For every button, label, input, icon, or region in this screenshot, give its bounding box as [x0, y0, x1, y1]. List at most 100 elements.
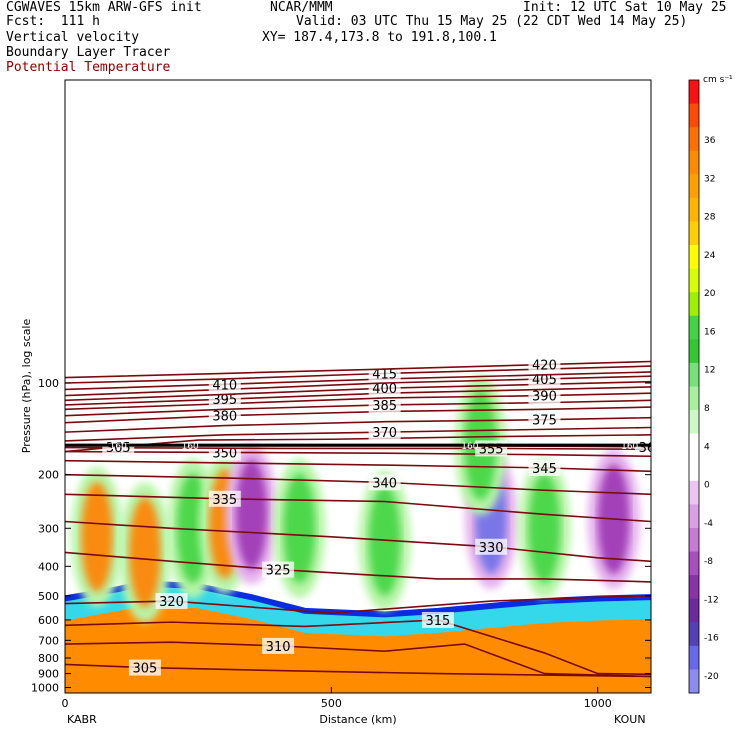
y-tick-label: 100 — [38, 377, 59, 390]
y-tick-label: 700 — [38, 634, 59, 647]
theta-label: 320 — [159, 595, 184, 610]
colorbar-swatch — [689, 598, 699, 623]
colorbar-tick-label: 32 — [704, 174, 715, 184]
colorbar-swatch — [689, 221, 699, 246]
theta-contour-350 — [65, 450, 651, 458]
theta-contour-320 — [65, 595, 651, 614]
theta-label-bg — [208, 407, 241, 424]
theta-contour-345 — [65, 459, 651, 473]
colorbar-tick-label: -8 — [704, 557, 713, 567]
theta-label-bg — [475, 538, 508, 555]
theta-label: 415 — [372, 367, 397, 382]
theta-contour-305 — [65, 663, 651, 678]
x-tick-label: 0 — [62, 697, 69, 710]
colorbar-swatch — [689, 575, 699, 600]
theta-label: 405 — [532, 373, 557, 388]
colorbar-tick-label: 20 — [704, 289, 716, 299]
theta-label: 325 — [266, 564, 291, 579]
colorbar-unit: cm s⁻¹ — [703, 75, 733, 85]
colorbar-swatch — [689, 245, 699, 270]
theta-label-bg — [208, 376, 241, 393]
endpoint-left-label: KABR — [67, 713, 97, 726]
theta-contour-335 — [65, 493, 651, 523]
theta-label-bg — [368, 396, 401, 413]
theta-contour-405 — [65, 375, 651, 397]
y-tick-label: 800 — [38, 652, 59, 665]
tropopause-label: 160 — [110, 442, 127, 452]
theta-label-bg — [635, 438, 651, 455]
colorbar-swatch — [689, 103, 699, 128]
colorbar-swatch — [689, 645, 699, 670]
theta-label-bg — [262, 637, 295, 654]
theta-label: 345 — [532, 462, 557, 477]
colorbar-tick-label: 28 — [704, 213, 716, 223]
colorbar-swatch — [689, 480, 699, 505]
theta-label: 420 — [532, 359, 557, 374]
x-tick-label: 1000 — [584, 697, 612, 710]
y-tick-label: 500 — [38, 590, 59, 603]
colorbar-tick-label: 24 — [704, 251, 716, 261]
theta-label-bg — [528, 411, 561, 428]
y-tick-label: 900 — [38, 668, 59, 681]
theta-label: 395 — [212, 393, 237, 408]
theta-label-bg — [155, 593, 188, 610]
init-time: Init: 12 UTC Sat 10 May 25 — [523, 0, 727, 15]
colorbar-swatch — [689, 315, 699, 340]
theta-label: 400 — [372, 382, 397, 397]
tropopause-label: 160 — [182, 442, 199, 452]
theta-label-bg — [368, 424, 401, 441]
x-axis-label: Distance (km) — [319, 713, 396, 726]
theta-label-bg — [208, 490, 241, 507]
vertical-velocity-core — [235, 459, 268, 570]
theta-label-bg — [368, 380, 401, 397]
organization: NCAR/MMM — [270, 0, 333, 15]
theta-label: 315 — [425, 614, 450, 629]
theta-contour-310 — [65, 641, 651, 678]
field-label-boundary-layer: Boundary Layer Tracer — [6, 45, 171, 60]
theta-contour-390 — [65, 392, 651, 411]
colorbar-tick-label: -4 — [704, 519, 713, 529]
theta-label: 385 — [372, 399, 397, 414]
theta-label-bg — [262, 561, 295, 578]
tropopause-label: 160 — [461, 442, 478, 452]
y-tick-label: 1000 — [31, 682, 59, 695]
y-tick-label: 300 — [38, 522, 59, 535]
field-label-vertical-velocity: Vertical velocity — [6, 30, 140, 45]
colorbar-swatch — [689, 433, 699, 458]
theta-label: 380 — [212, 410, 237, 425]
theta-label: 370 — [372, 426, 397, 441]
x-tick-label: 500 — [321, 697, 342, 710]
colorbar-tick-label: 36 — [704, 136, 716, 146]
colorbar-swatch — [689, 150, 699, 175]
colorbar-swatch — [689, 410, 699, 435]
theta-contour-380 — [65, 406, 651, 424]
theta-label: 305 — [132, 662, 157, 677]
colorbar-tick-label: -16 — [704, 634, 719, 644]
theta-label-bg — [368, 474, 401, 491]
colorbar-tick-label: 8 — [704, 404, 710, 414]
chart-title: CGWAVES 15km ARW-GFS init — [6, 0, 202, 15]
colorbar-swatch — [689, 457, 699, 482]
theta-label-bg — [128, 659, 161, 676]
theta-label: 375 — [532, 414, 557, 429]
colorbar-swatch — [689, 268, 699, 293]
colorbar-swatch — [689, 339, 699, 364]
valid-time: Valid: 03 UTC Thu 15 May 25 (22 CDT Wed … — [296, 14, 688, 29]
theta-contour-385 — [65, 399, 651, 417]
plot-frame — [64, 79, 652, 694]
colorbar-swatch — [689, 386, 699, 411]
colorbar-tick-label: 12 — [704, 366, 715, 376]
colorbar-swatch — [689, 527, 699, 553]
cross-section-endpoints: XY= 187.4,173.8 to 191.8,100.1 — [262, 30, 497, 45]
y-tick-label: 400 — [38, 560, 59, 573]
vertical-velocity-core — [80, 481, 113, 592]
theta-label: 310 — [266, 640, 291, 655]
theta-label-bg — [528, 387, 561, 404]
colorbar-swatch — [689, 127, 699, 152]
tropopause-label: 160 — [621, 442, 638, 452]
colorbar-tick-label: 0 — [704, 481, 710, 491]
forecast-hour: Fcst: 111 h — [6, 14, 100, 29]
colorbar-swatch — [689, 669, 699, 694]
colorbar-tick-label: -20 — [704, 672, 719, 682]
